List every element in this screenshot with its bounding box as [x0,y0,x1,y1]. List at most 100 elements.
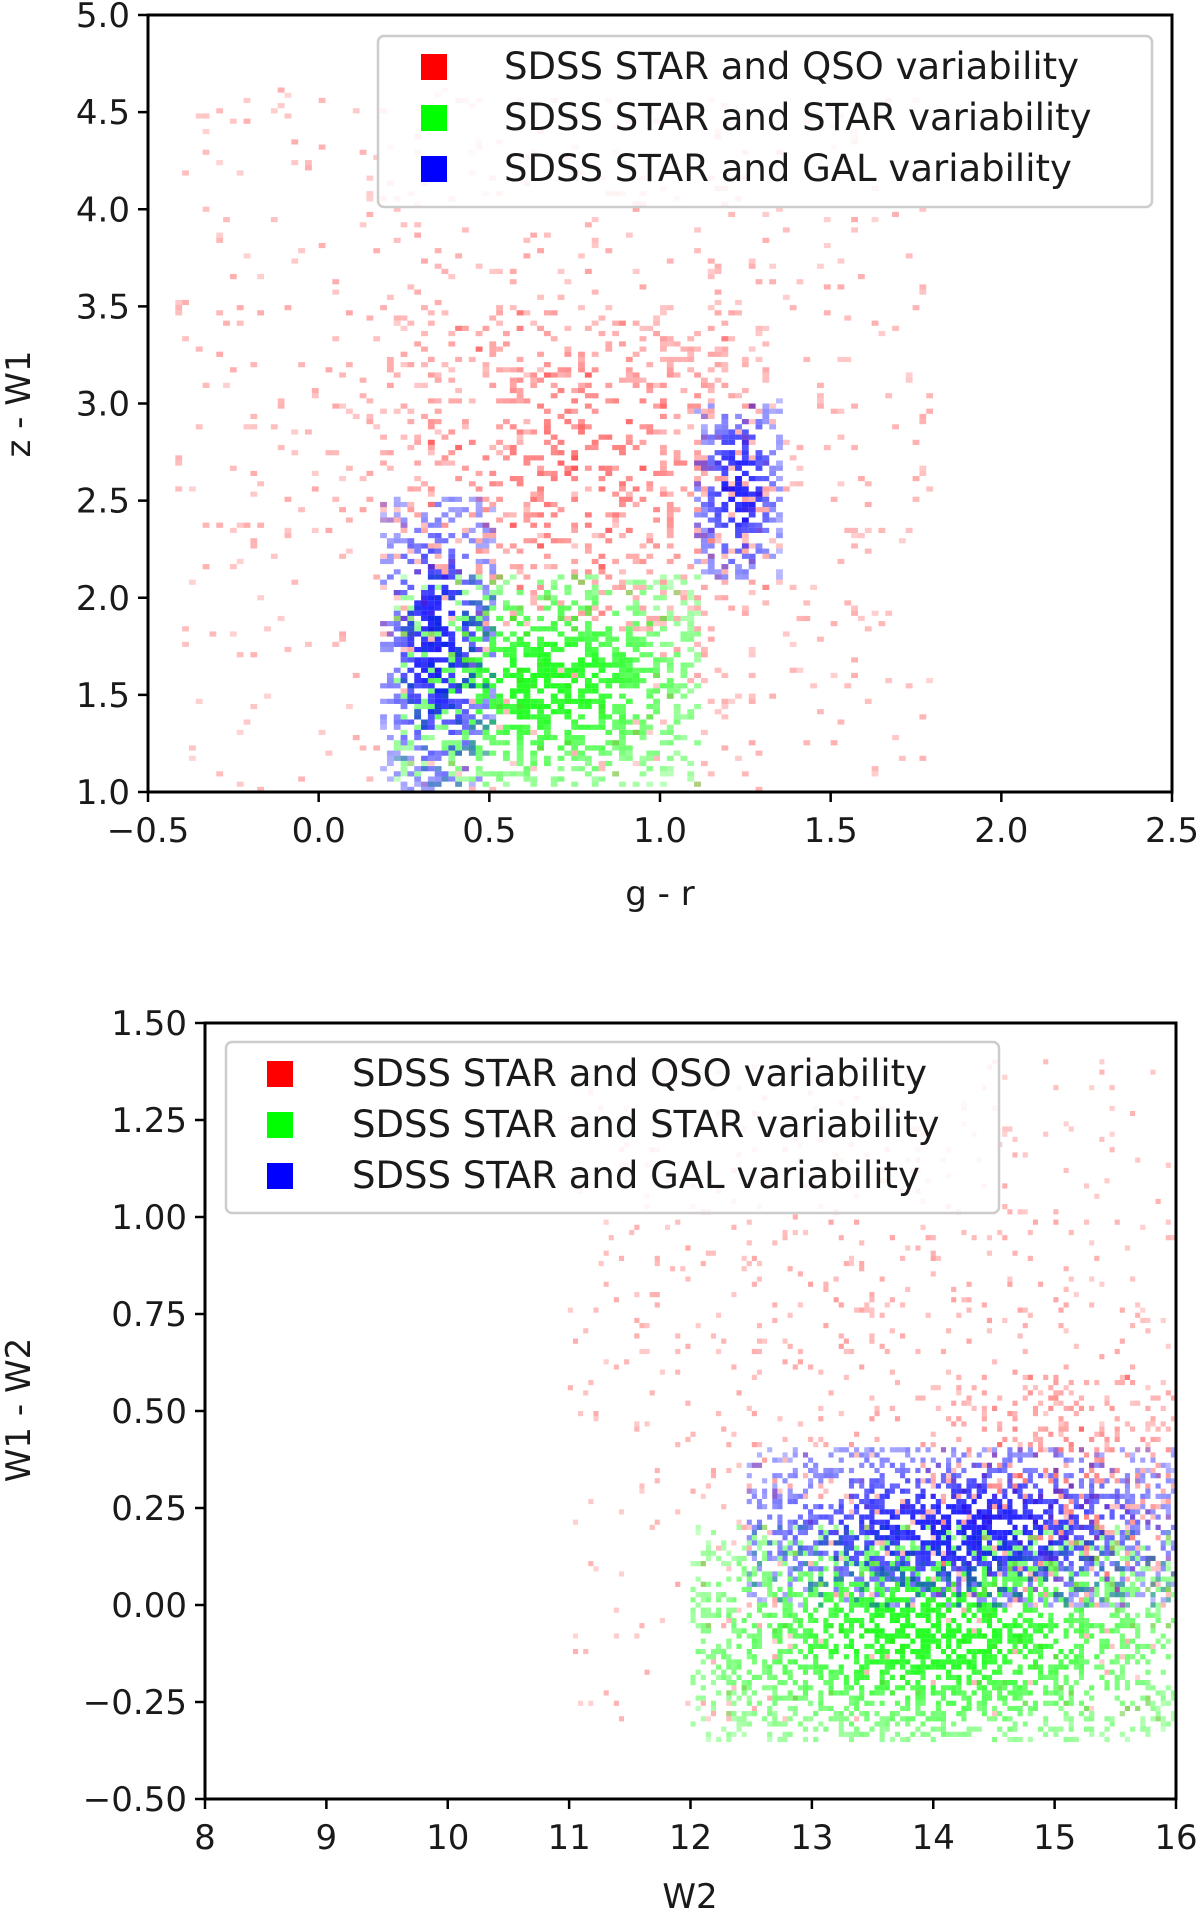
heatmap-cell [475,729,483,736]
heatmap-cell [874,1602,880,1608]
heatmap-cell [1038,1390,1044,1396]
heatmap-cell [700,491,708,497]
heatmap-cell [666,517,674,523]
heatmap-cell [325,750,333,756]
heatmap-cell [584,574,592,580]
heatmap-cell [792,1633,798,1639]
heatmap-cell [884,1638,890,1644]
heatmap-cell [966,1338,972,1344]
heatmap-cell [976,1633,982,1639]
heatmap-cell [462,662,469,668]
heatmap-cell [1043,1374,1049,1380]
heatmap-cell [721,470,729,477]
heatmap-cell [1012,1576,1018,1582]
heatmap-cell [584,626,592,632]
heatmap-cell [550,662,558,668]
heatmap-cell [818,1493,824,1499]
heatmap-cell [837,434,845,440]
heatmap-cell [769,403,777,409]
heatmap-cell [1038,1592,1044,1598]
heatmap-cell [639,667,647,673]
heatmap-cell [462,615,469,622]
heatmap-cell [468,740,476,746]
heatmap-cell [550,781,558,787]
heatmap-cell [400,517,408,523]
heatmap-cell [864,1524,870,1530]
heatmap-cell [700,460,708,466]
heatmap-cell [550,621,558,627]
legend-box-top [376,34,1154,209]
heatmap-cell [859,1566,865,1572]
heatmap-cell [961,1711,967,1717]
heatmap-cell [981,1416,987,1422]
heatmap-cell [644,1669,650,1675]
heatmap-cell [537,657,544,663]
heatmap-cell [707,517,715,523]
heatmap-cell [543,755,551,761]
heatmap-cell [660,470,667,477]
heatmap-cell [441,574,449,580]
heatmap-cell [1084,1592,1090,1598]
heatmap-cell [660,346,667,352]
heatmap-cell [900,1524,906,1530]
heatmap-cell [1063,1524,1069,1530]
heatmap-cell [741,450,749,456]
heatmap-cell [751,1643,757,1649]
heatmap-cell [523,517,531,523]
heatmap-cell [632,320,640,326]
heatmap-cell [468,574,476,580]
heatmap-cell [578,766,585,772]
heatmap-cell [808,1685,814,1691]
heatmap-cell [462,740,469,746]
heatmap-cell [956,1690,962,1696]
heatmap-cell [1048,1690,1054,1696]
heatmap-cell [756,1643,763,1649]
heatmap-cell [509,476,517,482]
heatmap-cell [1099,1524,1105,1530]
heatmap-cell [925,1617,931,1624]
heatmap-cell [854,1581,860,1587]
heatmap-cell [605,527,613,533]
heatmap-cell [613,1607,619,1613]
heatmap-cell [619,569,626,575]
heatmap-cell [707,274,715,280]
heatmap-cell [986,1643,993,1649]
heatmap-cell [475,564,483,570]
heatmap-cell [427,750,435,756]
heatmap-cell [930,1597,936,1603]
heatmap-cell [813,1586,819,1593]
heatmap-cell [489,268,497,274]
heatmap-cell [284,305,292,311]
heatmap-cell [646,703,654,710]
heatmap-cell [714,709,722,715]
heatmap-cell [632,626,640,632]
heatmap-cell [380,501,387,508]
heatmap-cell [666,470,674,477]
heatmap-cell [823,1597,829,1603]
heatmap-cell [223,382,230,388]
heatmap-cell [694,330,701,337]
heatmap-cell [837,481,845,487]
heatmap-cell [550,641,558,647]
heatmap-cell [530,755,538,761]
heatmap-cell [728,439,736,445]
heatmap-cell [673,450,681,456]
heatmap-cell [746,1219,752,1225]
legend-swatch-qso-top [421,54,447,80]
heatmap-cell [502,781,510,787]
heatmap-cell [188,755,196,761]
heatmap-cell [550,382,558,388]
heatmap-cell [894,1597,901,1603]
heatmap-cell [879,1276,885,1282]
heatmap-cell [843,1731,849,1737]
heatmap-cell [639,346,647,352]
heatmap-cell [523,621,531,627]
heatmap-cell [920,1224,926,1230]
heatmap-cell [810,584,818,590]
heatmap-cell [584,222,592,228]
heatmap-cell [591,631,599,637]
heatmap-cell [789,481,797,487]
heatmap-cell [777,1680,783,1686]
heatmap-cell [564,698,572,704]
heatmap-cell [728,434,736,440]
